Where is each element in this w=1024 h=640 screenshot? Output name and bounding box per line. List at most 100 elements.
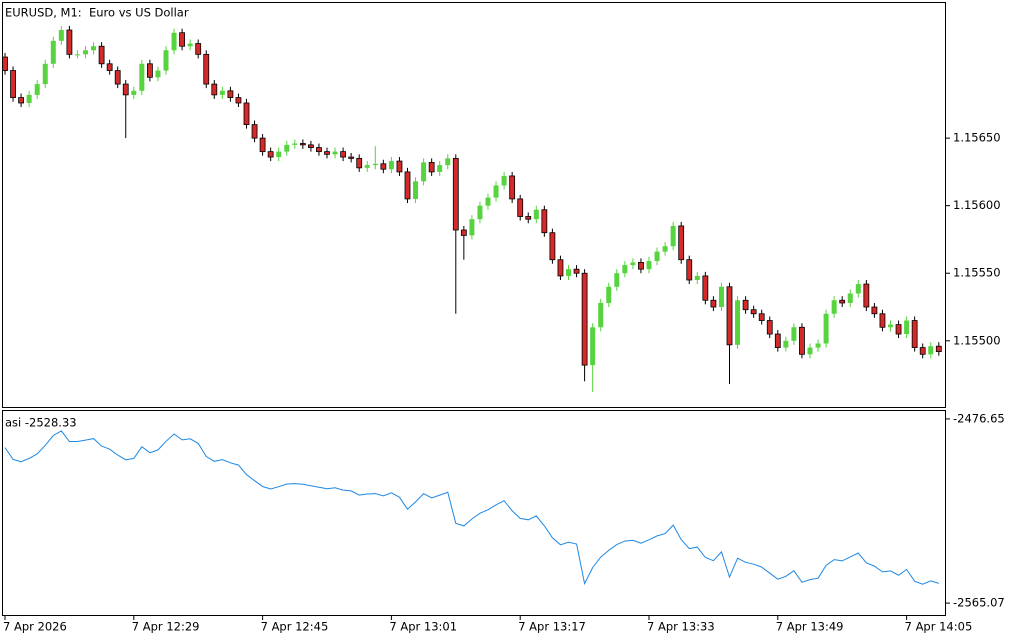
x-tick-label: 7 Apr 14:05 bbox=[905, 620, 973, 634]
candle-body bbox=[839, 299, 846, 304]
candle-body bbox=[114, 70, 121, 85]
candle-body bbox=[227, 90, 234, 98]
candle-body bbox=[211, 83, 218, 96]
candle-body bbox=[871, 306, 878, 315]
candle-body bbox=[98, 45, 105, 65]
candle-body bbox=[525, 216, 532, 220]
candle-body bbox=[501, 175, 507, 186]
candle-body bbox=[428, 162, 435, 173]
candle-body bbox=[460, 229, 467, 236]
candle-body bbox=[590, 327, 596, 366]
y-tick-label: 1.15650 bbox=[953, 131, 1001, 145]
candle-body bbox=[203, 53, 210, 85]
candle-body bbox=[493, 185, 499, 198]
candle-body bbox=[106, 63, 113, 71]
candle-body bbox=[146, 63, 153, 78]
candle-body bbox=[662, 246, 668, 252]
candle-body bbox=[919, 347, 926, 355]
candle-body bbox=[50, 40, 56, 64]
candle-body bbox=[284, 144, 290, 152]
candle-body bbox=[598, 302, 604, 328]
candle-body bbox=[324, 151, 330, 155]
price-pane bbox=[2, 2, 946, 408]
candle-body bbox=[299, 143, 306, 146]
candle-body bbox=[10, 70, 16, 98]
candle-body bbox=[380, 163, 387, 170]
candle-body bbox=[276, 151, 282, 158]
candle-body bbox=[750, 309, 757, 315]
candle-body bbox=[2, 56, 8, 71]
candle-body bbox=[452, 157, 459, 231]
candle-body bbox=[566, 269, 571, 276]
candle-body bbox=[541, 209, 548, 234]
candle-body bbox=[219, 90, 225, 95]
candle-body bbox=[928, 346, 934, 355]
candle-body bbox=[774, 333, 781, 348]
candle-body bbox=[445, 158, 451, 166]
candle-body bbox=[91, 46, 97, 51]
candle-body bbox=[646, 261, 652, 270]
candle-body bbox=[783, 340, 789, 348]
candle-body bbox=[517, 198, 524, 217]
candle-body bbox=[139, 63, 145, 91]
x-tick-label: 7 Apr 13:01 bbox=[389, 620, 457, 634]
x-tick-label: 7 Apr 12:45 bbox=[261, 620, 329, 634]
y-tick-label: -2476.65 bbox=[953, 411, 1005, 425]
candle-body bbox=[686, 259, 693, 281]
candle-body bbox=[606, 286, 612, 303]
x-tick-label: 7 Apr 13:17 bbox=[518, 620, 586, 634]
candle-body bbox=[815, 343, 821, 348]
candle-body bbox=[911, 320, 918, 348]
candle-body bbox=[895, 324, 902, 335]
x-tick-label: 7 Apr 13:49 bbox=[776, 620, 844, 634]
candle-body bbox=[235, 97, 242, 104]
candle-body bbox=[404, 171, 411, 200]
indicator-label: asi -2528.33 bbox=[5, 416, 77, 430]
candle-body bbox=[614, 273, 620, 287]
y-tick-label: -2565.07 bbox=[953, 596, 1005, 610]
candle-body bbox=[356, 157, 363, 169]
x-tick-label: 7 Apr 2026 bbox=[3, 620, 67, 634]
candle-body bbox=[485, 197, 491, 206]
candle-body bbox=[855, 284, 861, 294]
candle-body bbox=[726, 286, 733, 346]
candle-body bbox=[630, 262, 636, 266]
y-tick-label: 1.15500 bbox=[953, 333, 1001, 347]
candle-body bbox=[735, 300, 741, 345]
candle-body bbox=[469, 219, 475, 236]
candle-body bbox=[831, 300, 837, 314]
candle-body bbox=[259, 137, 266, 153]
candle-body bbox=[533, 209, 539, 220]
candle-body bbox=[823, 313, 829, 344]
candle-body bbox=[863, 283, 870, 308]
candle-body bbox=[638, 262, 644, 270]
candle-body bbox=[340, 151, 347, 158]
candle-body bbox=[694, 275, 700, 280]
candle-body bbox=[799, 326, 805, 355]
candle-body bbox=[766, 320, 773, 335]
candle-body bbox=[654, 251, 660, 262]
candle-body bbox=[388, 161, 394, 170]
candle-body bbox=[758, 313, 765, 321]
candle-body bbox=[437, 165, 443, 172]
chart-title: EURUSD, M1: Euro vs US Dollar bbox=[5, 6, 189, 20]
candle-body bbox=[251, 124, 258, 139]
candle-body bbox=[267, 151, 274, 158]
x-tick-label: 7 Apr 12:29 bbox=[132, 620, 200, 634]
candle-body bbox=[718, 286, 724, 308]
candle-body bbox=[888, 324, 893, 328]
candle-body bbox=[316, 147, 322, 153]
candle-body bbox=[18, 97, 25, 104]
candle-body bbox=[364, 165, 370, 168]
candle-body bbox=[702, 275, 709, 301]
candle-body bbox=[549, 232, 556, 261]
candle-body bbox=[581, 272, 588, 366]
y-tick-label: 1.15550 bbox=[953, 266, 1001, 280]
candle-body bbox=[670, 225, 676, 247]
candle-body bbox=[710, 299, 717, 308]
candle-body bbox=[421, 162, 427, 182]
candle-body bbox=[372, 163, 378, 166]
y-tick-label: 1.15600 bbox=[953, 198, 1001, 212]
candle-body bbox=[904, 320, 910, 335]
